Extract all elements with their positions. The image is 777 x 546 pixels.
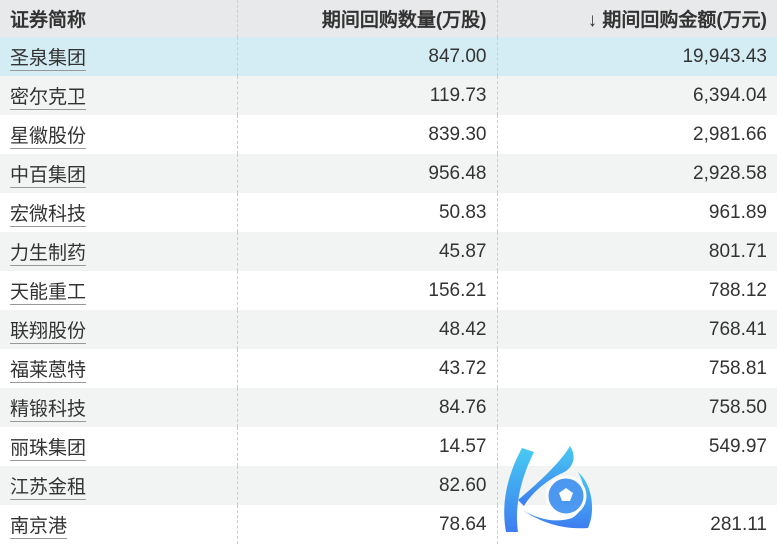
cell-name: 江苏金租 xyxy=(0,466,237,505)
cell-quantity: 48.42 xyxy=(236,310,497,349)
security-name-link[interactable]: 圣泉集团 xyxy=(10,48,87,71)
security-name-link[interactable]: 丽珠集团 xyxy=(10,438,87,461)
security-name-link[interactable]: 密尔克卫 xyxy=(10,87,87,110)
header-name[interactable]: 证券简称 xyxy=(0,0,237,37)
cell-name: 天能重工 xyxy=(0,271,237,310)
security-name-link[interactable]: 天能重工 xyxy=(10,282,87,305)
table-row[interactable]: 圣泉集团 847.00 19,943.43 xyxy=(0,37,777,76)
cell-quantity: 50.83 xyxy=(236,193,497,232)
cell-amount: 2,928.58 xyxy=(496,154,777,193)
cell-name: 联翔股份 xyxy=(0,310,237,349)
cell-quantity: 45.87 xyxy=(236,232,497,271)
table-row[interactable]: 宏微科技 50.83 961.89 xyxy=(0,193,777,232)
security-name-link[interactable]: 精锻科技 xyxy=(10,399,87,422)
cell-name: 精锻科技 xyxy=(0,388,237,427)
cell-amount: 961.89 xyxy=(496,193,777,232)
cell-quantity: 839.30 xyxy=(236,115,497,154)
header-amount-sorted[interactable]: ↓ 期间回购金额(万元) xyxy=(496,0,777,37)
cell-amount: 19,943.43 xyxy=(496,37,777,76)
security-name-link[interactable]: 力生制药 xyxy=(10,243,87,266)
table-row[interactable]: 密尔克卫 119.73 6,394.04 xyxy=(0,76,777,115)
header-row: 证券简称 期间回购数量(万股) ↓ 期间回购金额(万元) xyxy=(0,0,777,37)
cell-name: 星徽股份 xyxy=(0,115,237,154)
table-row[interactable]: 星徽股份 839.30 2,981.66 xyxy=(0,115,777,154)
security-name-link[interactable]: 中百集团 xyxy=(10,165,87,188)
cell-quantity: 847.00 xyxy=(236,37,497,76)
cell-quantity: 43.72 xyxy=(236,349,497,388)
cell-amount: 549.97 xyxy=(496,427,777,466)
cell-amount: 2,981.66 xyxy=(496,115,777,154)
security-name-link[interactable]: 联翔股份 xyxy=(10,321,87,344)
table-row[interactable]: 天能重工 156.21 788.12 xyxy=(0,271,777,310)
security-name-link[interactable]: 江苏金租 xyxy=(10,477,87,500)
cell-amount: 281.11 xyxy=(496,505,777,544)
table-row[interactable]: 中百集团 956.48 2,928.58 xyxy=(0,154,777,193)
table-row[interactable]: 精锻科技 84.76 758.50 xyxy=(0,388,777,427)
cell-amount: 6,394.04 xyxy=(496,76,777,115)
header-quantity[interactable]: 期间回购数量(万股) xyxy=(236,0,497,37)
table-row[interactable]: 江苏金租 82.60 xyxy=(0,466,777,505)
cell-name: 南京港 xyxy=(0,505,237,544)
security-name-link[interactable]: 福莱蒽特 xyxy=(10,360,87,383)
cell-name: 福莱蒽特 xyxy=(0,349,237,388)
security-name-link[interactable]: 南京港 xyxy=(10,516,68,539)
cell-name: 密尔克卫 xyxy=(0,76,237,115)
security-name-link[interactable]: 星徽股份 xyxy=(10,126,87,149)
table-row[interactable]: 力生制药 45.87 801.71 xyxy=(0,232,777,271)
table-row[interactable]: 南京港 78.64 281.11 xyxy=(0,505,777,544)
cell-quantity: 82.60 xyxy=(236,466,497,505)
table-row[interactable]: 福莱蒽特 43.72 758.81 xyxy=(0,349,777,388)
cell-quantity: 84.76 xyxy=(236,388,497,427)
table-row[interactable]: 丽珠集团 14.57 549.97 xyxy=(0,427,777,466)
cell-quantity: 119.73 xyxy=(236,76,497,115)
security-name-link[interactable]: 宏微科技 xyxy=(10,204,87,227)
cell-name: 圣泉集团 xyxy=(0,37,237,76)
cell-amount: 758.81 xyxy=(496,349,777,388)
cell-quantity: 956.48 xyxy=(236,154,497,193)
cell-amount: 801.71 xyxy=(496,232,777,271)
cell-quantity: 78.64 xyxy=(236,505,497,544)
cell-name: 丽珠集团 xyxy=(0,427,237,466)
cell-amount: 768.41 xyxy=(496,310,777,349)
cell-quantity: 156.21 xyxy=(236,271,497,310)
cell-quantity: 14.57 xyxy=(236,427,497,466)
cell-amount xyxy=(496,466,777,505)
cell-amount: 788.12 xyxy=(496,271,777,310)
cell-name: 力生制药 xyxy=(0,232,237,271)
cell-name: 宏微科技 xyxy=(0,193,237,232)
cell-amount: 758.50 xyxy=(496,388,777,427)
cell-name: 中百集团 xyxy=(0,154,237,193)
table-row[interactable]: 联翔股份 48.42 768.41 xyxy=(0,310,777,349)
